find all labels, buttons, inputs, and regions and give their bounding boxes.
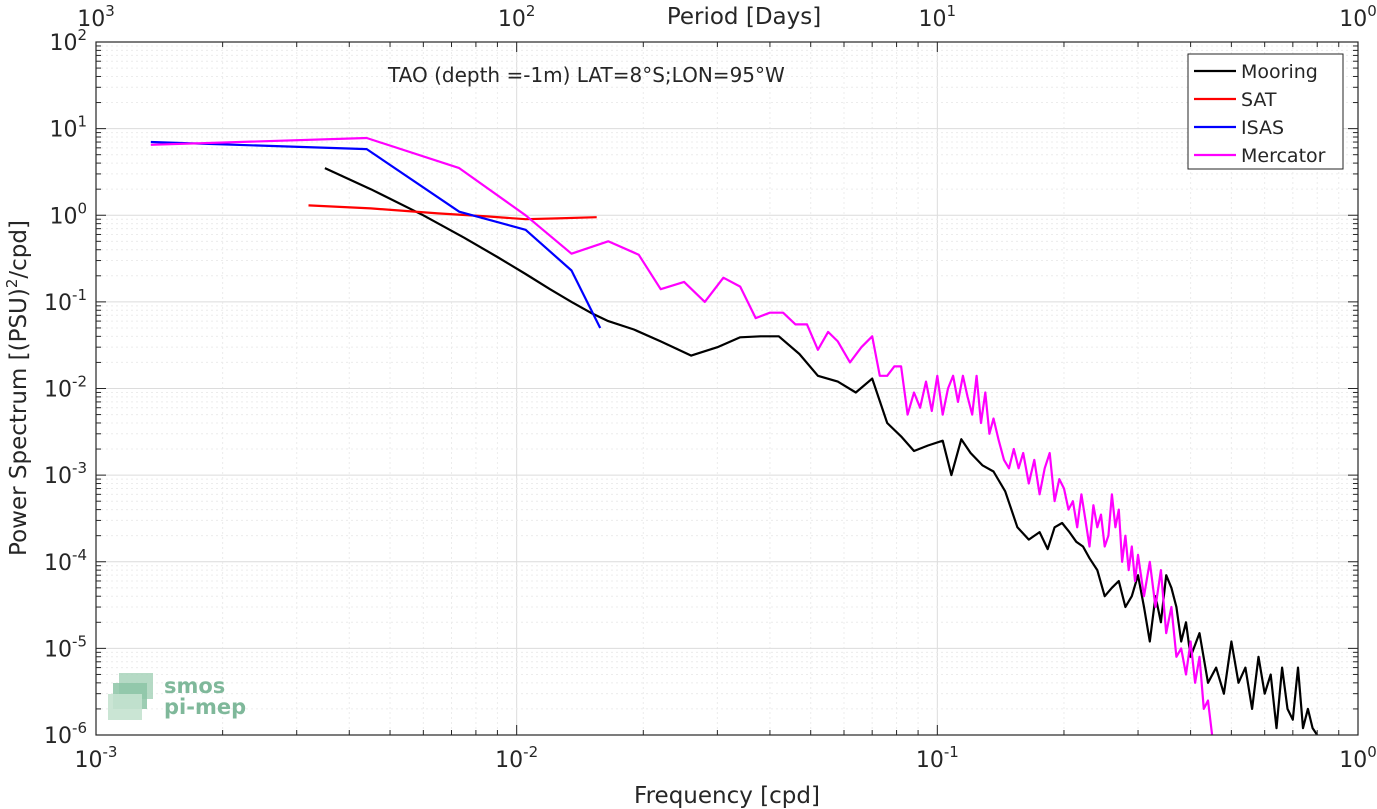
- x-tick-label: 100: [1339, 743, 1377, 773]
- y-tick-label-base: 10: [44, 724, 72, 749]
- x2-tick-label-base: 10: [919, 7, 947, 32]
- x-tick-label-base: 10: [495, 748, 523, 773]
- legend-label: Mercator: [1241, 145, 1326, 167]
- y-tick-label-base: 10: [44, 378, 72, 403]
- x2-tick-label: 101: [919, 2, 957, 32]
- x2-tick-label-base: 10: [1339, 7, 1367, 32]
- y-tick-label-base: 10: [49, 118, 77, 143]
- y-tick-label-base: 10: [49, 204, 77, 229]
- y-axis-title-sup: 2: [3, 279, 21, 289]
- y-axis-title: Power Spectrum [(PSU)2/cpd]: [3, 220, 32, 556]
- x-tick-labels: 10-3 10-2 10-1 100: [75, 743, 1377, 773]
- y-tick-label: 10-2: [44, 373, 87, 403]
- series-line: [308, 204, 597, 221]
- y-tick-label-exp: -4: [72, 546, 87, 564]
- x2-tick-label: 102: [498, 2, 536, 32]
- y-tick-label: 101: [49, 113, 87, 143]
- x-tick-label-base: 10: [75, 748, 103, 773]
- y-tick-label: 100: [49, 199, 87, 229]
- y-tick-label-exp: -1: [72, 286, 87, 304]
- y-tick-label: 10-5: [44, 632, 87, 662]
- x2-tick-labels: 103 102 101 100: [77, 2, 1377, 32]
- x2-tick-label-exp: 1: [947, 2, 957, 20]
- y-axis-title-tail: /cpd]: [6, 220, 32, 279]
- y-tick-label: 10-4: [44, 546, 87, 576]
- x2-tick-label-exp: 3: [105, 2, 115, 20]
- series-line: [324, 167, 1319, 735]
- watermark: smos pi-mep: [108, 673, 246, 720]
- x2-tick-label-base: 10: [77, 7, 105, 32]
- tick-marks: [95, 42, 1358, 736]
- y-tick-label: 10-6: [44, 719, 87, 749]
- legend-label: SAT: [1241, 89, 1277, 111]
- y-tick-label-exp: -2: [72, 373, 87, 391]
- series-line: [150, 140, 602, 329]
- series-layer: [150, 136, 1319, 735]
- x-tick-label-exp: -3: [103, 743, 118, 761]
- y-tick-label-exp: -5: [72, 632, 87, 650]
- y-tick-label: 10-1: [44, 286, 87, 316]
- x-axis-title: Frequency [cpd]: [634, 783, 820, 809]
- y-tick-label-base: 10: [44, 291, 72, 316]
- watermark-line1: smos: [164, 674, 225, 698]
- x-tick-label-base: 10: [916, 748, 944, 773]
- y-tick-label: 102: [49, 26, 87, 56]
- series-line: [150, 136, 1214, 735]
- x-tick-label: 10-2: [495, 743, 538, 773]
- y-tick-label-base: 10: [44, 464, 72, 489]
- chart-annotation: TAO (depth =-1m) LAT=8°S;LON=95°W: [387, 63, 785, 87]
- y-tick-label-exp: -3: [72, 459, 87, 477]
- x2-tick-label-base: 10: [498, 7, 526, 32]
- watermark-logo-front: [108, 694, 142, 720]
- x-tick-label: 10-3: [75, 743, 118, 773]
- x-tick-label-exp: 0: [1367, 743, 1377, 761]
- x-tick-label-base: 10: [1339, 748, 1367, 773]
- legend-label: ISAS: [1241, 117, 1284, 139]
- x2-tick-label: 100: [1339, 2, 1377, 32]
- x2-tick-label-exp: 0: [1367, 2, 1377, 20]
- y-tick-label-exp: 1: [77, 113, 87, 131]
- legend: Mooring SAT ISAS Mercator: [1187, 53, 1344, 170]
- y-tick-label-exp: 0: [77, 199, 87, 217]
- x2-tick-label: 103: [77, 2, 115, 32]
- x-tick-label-exp: -1: [944, 743, 959, 761]
- y-tick-label-base: 10: [44, 637, 72, 662]
- watermark-line2: pi-mep: [164, 695, 246, 719]
- x2-axis-title: Period [Days]: [667, 4, 821, 30]
- x-tick-label-exp: -2: [523, 743, 538, 761]
- y-tick-label-exp: 2: [77, 26, 87, 44]
- y-tick-label-exp: -6: [72, 719, 87, 737]
- legend-box: [1187, 53, 1344, 170]
- legend-label: Mooring: [1241, 61, 1318, 83]
- y-tick-label: 10-3: [44, 459, 87, 489]
- x-tick-label: 10-1: [916, 743, 959, 773]
- y-tick-label-base: 10: [49, 31, 77, 56]
- y-tick-label-base: 10: [44, 551, 72, 576]
- x2-tick-label-exp: 2: [526, 2, 536, 20]
- y-axis-title-base: Power Spectrum [(PSU): [6, 288, 32, 556]
